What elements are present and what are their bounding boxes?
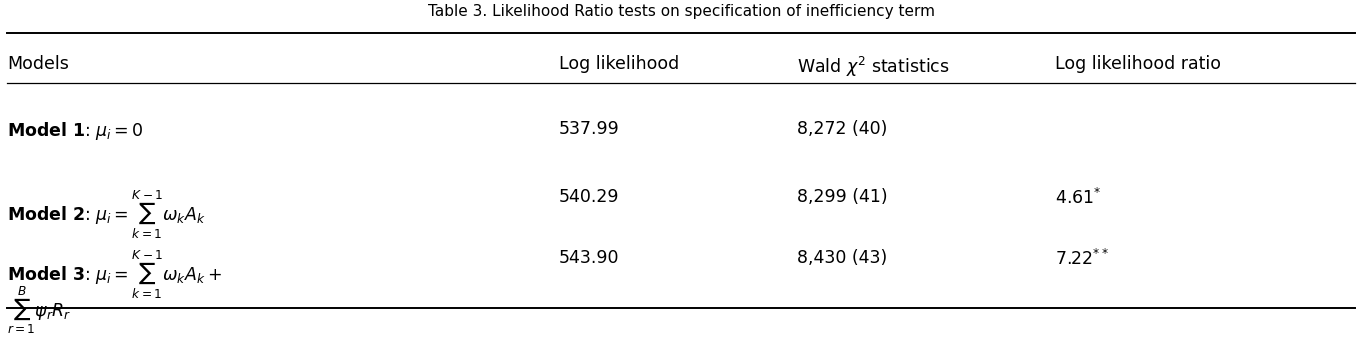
Text: Table 3. Likelihood Ratio tests on specification of inefficiency term: Table 3. Likelihood Ratio tests on speci…: [428, 4, 934, 19]
Text: 8,430 (43): 8,430 (43): [797, 249, 887, 267]
Text: $\mathbf{Model\ 2}$: $\mu_i = \sum_{k=1}^{K-1} \omega_k A_k$: $\mathbf{Model\ 2}$: $\mu_i = \sum_{k=1}…: [8, 188, 206, 241]
Text: 537.99: 537.99: [558, 120, 620, 138]
Text: $\mathbf{Model\ 1}$: $\mu_i = 0$: $\mathbf{Model\ 1}$: $\mu_i = 0$: [8, 120, 144, 142]
Text: $\mathbf{Model\ 3}$: $\mu_i = \sum_{k=1}^{K-1} \omega_k A_k +$: $\mathbf{Model\ 3}$: $\mu_i = \sum_{k=1}…: [8, 249, 222, 301]
Text: Wald $\chi^2$ statistics: Wald $\chi^2$ statistics: [797, 55, 949, 79]
Text: Log likelihood ratio: Log likelihood ratio: [1056, 55, 1222, 73]
Text: $\sum_{r=1}^{B} \psi_r R_r$: $\sum_{r=1}^{B} \psi_r R_r$: [8, 284, 72, 336]
Text: 8,272 (40): 8,272 (40): [797, 120, 887, 138]
Text: 543.90: 543.90: [558, 249, 620, 267]
Text: Log likelihood: Log likelihood: [558, 55, 678, 73]
Text: 8,299 (41): 8,299 (41): [797, 188, 887, 206]
Text: $7.22$$^{**}$: $7.22$$^{**}$: [1056, 249, 1109, 269]
Text: 540.29: 540.29: [558, 188, 620, 206]
Text: $4.61$$^{*}$: $4.61$$^{*}$: [1056, 188, 1102, 208]
Text: Models: Models: [8, 55, 69, 73]
